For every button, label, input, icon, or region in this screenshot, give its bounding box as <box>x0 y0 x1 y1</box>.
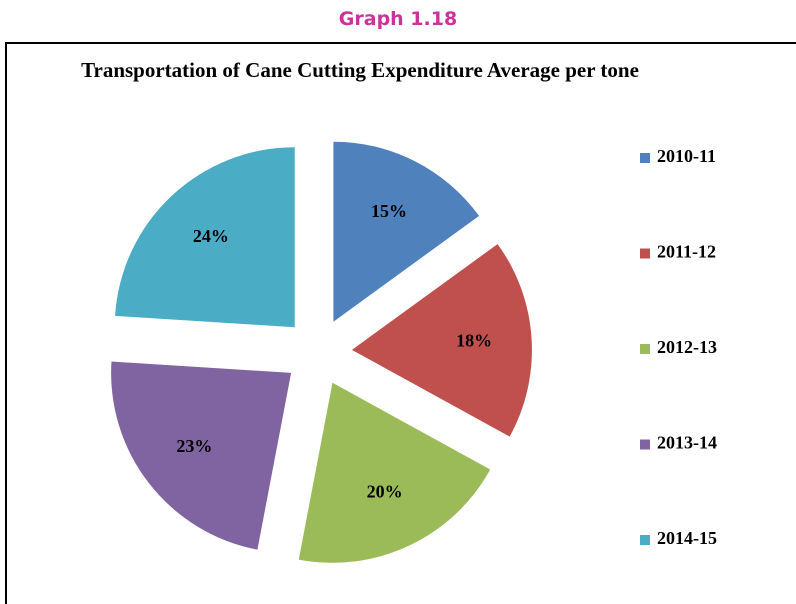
legend-label: 2012-13 <box>657 337 717 357</box>
legend-label: 2011-12 <box>657 242 716 262</box>
legend-swatch <box>640 248 650 259</box>
pie-slice <box>111 361 292 550</box>
chart-title: Transportation of Cane Cutting Expenditu… <box>81 58 639 82</box>
heading: Graph 1.18 <box>338 8 458 30</box>
pie-slice <box>298 382 491 563</box>
legend-swatch <box>640 344 650 354</box>
legend-swatch <box>640 439 650 450</box>
legend-label: 2010-11 <box>657 146 716 166</box>
pie-slice <box>115 147 295 328</box>
legend-swatch <box>640 153 650 163</box>
data-label: 20% <box>367 482 403 502</box>
chart-frame <box>5 42 796 604</box>
legend-label: 2014-15 <box>657 528 717 548</box>
legend-label: 2013-14 <box>657 433 717 453</box>
page: Graph 1.18 Transportation of Cane Cuttin… <box>5 8 796 604</box>
pie-slice <box>351 244 532 437</box>
data-label: 15% <box>371 201 407 221</box>
pie-slice <box>333 141 480 322</box>
chart: 15% 18% 20% 23% 24% 2010-11 2011-12 2012-13 2013… <box>111 141 717 563</box>
data-label: 23% <box>176 436 212 456</box>
legend-swatch <box>640 535 650 545</box>
data-label: 18% <box>456 330 492 350</box>
data-label: 24% <box>193 226 229 246</box>
